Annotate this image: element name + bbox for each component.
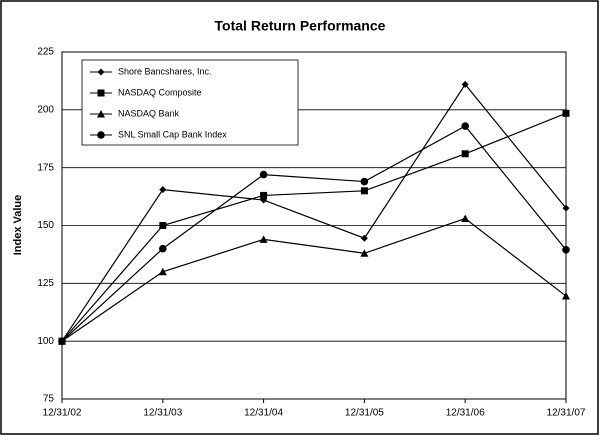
series-line [61,125,567,342]
x-tick-label: 12/31/02 [43,408,82,419]
legend-label: NASDAQ Composite [118,87,202,97]
marker [562,292,570,300]
marker [562,109,570,117]
marker [159,186,167,194]
y-tick-label: 225 [37,47,54,58]
marker [158,267,167,276]
marker [461,122,470,130]
series-line [61,83,567,342]
marker [461,80,469,88]
marker [360,187,368,195]
marker [97,131,105,139]
marker [97,89,105,97]
marker [360,177,369,186]
marker [159,244,167,253]
legend-label: NASDAQ Bank [118,108,180,118]
x-tick-label: 12/31/07 [547,408,586,419]
legend-label: SNL Small Cap Bank Index [118,129,227,139]
marker [97,110,105,118]
y-axis-label: Index Value [12,195,24,256]
y-tick-label: 100 [37,336,54,347]
legend-box [81,59,299,146]
marker [259,235,268,243]
marker [259,170,268,179]
x-tick-label: 12/31/06 [446,408,485,419]
legend-label: Shore Bancshares, Inc. [118,66,212,76]
y-tick-label: 125 [37,278,54,289]
y-tick-label: 150 [37,220,54,231]
marker [360,249,369,257]
y-tick-label: 200 [37,104,54,115]
plot-area [61,51,567,400]
marker [159,222,167,229]
marker [562,204,570,212]
chart-title: Total Return Performance [215,18,386,34]
marker [97,68,105,76]
series-line [61,217,567,342]
marker [461,150,469,158]
y-tick-label: 75 [43,394,55,405]
marker [461,214,470,223]
x-tick-label: 12/31/04 [244,408,283,419]
x-tick-label: 12/31/03 [143,408,182,419]
marker [260,191,268,199]
marker [58,337,66,345]
y-tick-label: 175 [37,162,54,173]
marker [562,245,570,254]
x-tick-label: 12/31/05 [345,408,384,419]
marker [360,234,368,242]
